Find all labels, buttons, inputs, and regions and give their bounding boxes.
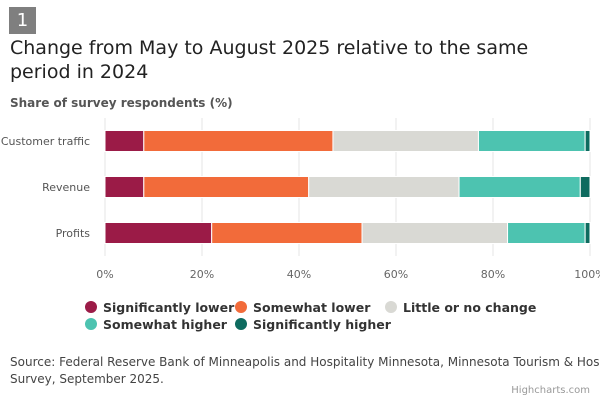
bar-segment bbox=[211, 222, 363, 244]
bar-segment bbox=[458, 176, 581, 198]
legend-item[interactable]: Little or no change bbox=[385, 300, 536, 315]
legend-label: Significantly higher bbox=[253, 317, 391, 332]
legend-marker-icon bbox=[85, 301, 97, 313]
chart-title: Change from May to August 2025 relative … bbox=[10, 37, 529, 83]
legend-marker-icon bbox=[85, 318, 97, 330]
legend-marker-icon bbox=[385, 301, 397, 313]
x-tick-label: 80% bbox=[481, 268, 505, 281]
x-tick-label: 60% bbox=[384, 268, 408, 281]
bar-segment bbox=[477, 130, 586, 152]
x-tick-label: 40% bbox=[287, 268, 311, 281]
bar-segment bbox=[361, 222, 509, 244]
bar-segment bbox=[584, 222, 591, 244]
legend-item[interactable]: Somewhat lower bbox=[235, 300, 370, 315]
bar-segment bbox=[507, 222, 586, 244]
source-note: Source: Federal Reserve Bank of Minneapo… bbox=[10, 354, 600, 388]
x-tick-label: 0% bbox=[96, 268, 113, 281]
y-category-label: Customer traffic bbox=[1, 135, 90, 148]
stacked-bar-chart: 0% 20% 40% 60% 80% 100% Customer traffic Revenu… bbox=[1, 118, 600, 281]
highcharts-credits-link[interactable]: Highcharts.com bbox=[511, 385, 590, 396]
bar-segment bbox=[104, 222, 213, 244]
bar-segment bbox=[584, 130, 591, 152]
y-category-label: Profits bbox=[56, 227, 91, 240]
bar-segment bbox=[579, 176, 591, 198]
chart-subtitle: Share of survey respondents (%) bbox=[10, 96, 233, 110]
source-line-1: Source: Federal Reserve Bank of Minneapo… bbox=[10, 355, 600, 369]
legend-label: Somewhat lower bbox=[253, 300, 371, 315]
y-category-label: Revenue bbox=[42, 181, 90, 194]
legend-item[interactable]: Significantly higher bbox=[235, 317, 391, 332]
figure-number-badge: 1 bbox=[9, 7, 36, 34]
legend-label: Significantly lower bbox=[103, 300, 235, 315]
legend-marker-icon bbox=[235, 301, 247, 313]
legend-marker-icon bbox=[235, 318, 247, 330]
legend-label: Somewhat higher bbox=[103, 317, 227, 332]
legend-item[interactable]: Somewhat higher bbox=[85, 317, 227, 332]
legend-label: Little or no change bbox=[403, 300, 537, 315]
bar-segment bbox=[104, 176, 145, 198]
bar-segment bbox=[308, 176, 460, 198]
source-line-2: Survey, September 2025. bbox=[10, 372, 164, 386]
legend-item[interactable]: Significantly lower bbox=[85, 300, 234, 315]
bar-segment bbox=[104, 130, 145, 152]
bar-segment bbox=[143, 176, 310, 198]
x-tick-label: 100% bbox=[574, 268, 600, 281]
bar-segment bbox=[332, 130, 479, 152]
x-tick-label: 20% bbox=[190, 268, 214, 281]
bar-segment bbox=[143, 130, 334, 152]
